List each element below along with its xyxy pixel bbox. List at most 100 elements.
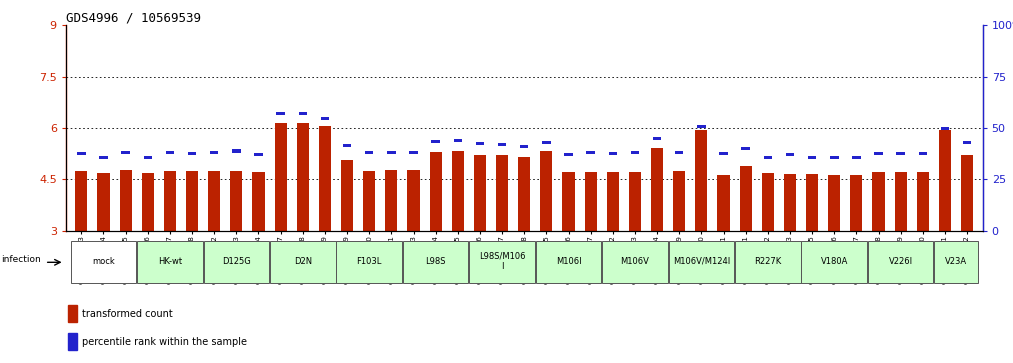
Text: M106V/M124I: M106V/M124I	[673, 257, 730, 266]
Bar	[341, 160, 354, 231]
Text: R227K: R227K	[755, 257, 781, 266]
Bar	[277, 112, 285, 115]
Bar	[275, 123, 287, 231]
Bar	[917, 172, 929, 231]
Bar	[629, 172, 641, 231]
Bar	[75, 171, 87, 231]
Bar	[562, 172, 574, 231]
Text: HK-wt: HK-wt	[158, 257, 182, 266]
Bar	[674, 171, 686, 231]
Bar	[897, 151, 905, 155]
Bar	[739, 166, 752, 231]
Bar	[321, 117, 329, 121]
FancyBboxPatch shape	[71, 241, 137, 283]
Bar	[122, 151, 130, 154]
FancyBboxPatch shape	[137, 241, 203, 283]
Bar	[962, 141, 971, 144]
Bar	[232, 150, 241, 152]
Bar	[717, 175, 729, 231]
Bar	[319, 126, 331, 231]
Text: percentile rank within the sample: percentile rank within the sample	[81, 337, 246, 347]
Text: transformed count: transformed count	[81, 309, 172, 319]
Bar	[299, 112, 307, 115]
Bar	[607, 172, 619, 231]
FancyBboxPatch shape	[469, 241, 535, 283]
Bar	[474, 155, 486, 231]
Text: mock: mock	[92, 257, 114, 266]
Bar	[297, 123, 309, 231]
Bar	[742, 147, 750, 150]
Bar	[874, 151, 882, 155]
Bar	[430, 152, 442, 231]
Bar	[97, 174, 109, 231]
Text: L98S: L98S	[425, 257, 446, 266]
Text: V23A: V23A	[945, 257, 967, 266]
FancyBboxPatch shape	[270, 241, 335, 283]
Bar	[69, 333, 78, 350]
Bar	[454, 139, 462, 142]
Bar	[496, 155, 509, 231]
Text: F103L: F103L	[357, 257, 382, 266]
Bar	[894, 172, 907, 231]
FancyBboxPatch shape	[403, 241, 468, 283]
Bar	[166, 151, 174, 154]
Bar	[363, 171, 375, 231]
Bar	[186, 171, 199, 231]
Text: D125G: D125G	[222, 257, 251, 266]
Bar	[764, 156, 772, 159]
FancyBboxPatch shape	[204, 241, 269, 283]
Bar	[497, 143, 506, 146]
Bar	[564, 153, 572, 156]
Bar	[939, 130, 951, 231]
FancyBboxPatch shape	[735, 241, 800, 283]
Bar	[540, 151, 552, 231]
Bar	[164, 171, 176, 231]
Bar	[120, 170, 132, 231]
Bar	[365, 151, 374, 154]
Text: V226I: V226I	[888, 257, 913, 266]
Text: GDS4996 / 10569539: GDS4996 / 10569539	[66, 11, 201, 24]
Bar	[786, 153, 794, 156]
Bar	[829, 175, 841, 231]
Bar	[407, 170, 419, 231]
Bar	[585, 172, 597, 231]
Bar	[961, 155, 973, 231]
Bar	[252, 172, 264, 231]
Bar	[850, 175, 862, 231]
Bar	[697, 125, 706, 128]
Bar	[609, 152, 617, 155]
Bar	[520, 145, 529, 148]
Text: M106I: M106I	[556, 257, 581, 266]
Bar	[675, 151, 684, 154]
Bar	[409, 151, 417, 154]
FancyBboxPatch shape	[669, 241, 734, 283]
Text: infection: infection	[1, 254, 42, 264]
Bar	[542, 141, 551, 144]
Bar	[762, 173, 774, 231]
Bar	[476, 142, 484, 145]
Bar	[144, 156, 152, 159]
FancyBboxPatch shape	[934, 241, 978, 283]
Bar	[784, 174, 796, 231]
Bar	[719, 151, 727, 155]
Bar	[385, 170, 397, 231]
Bar	[919, 151, 927, 155]
Bar	[187, 151, 197, 155]
Bar	[941, 127, 949, 130]
Bar	[806, 174, 819, 231]
Bar	[587, 151, 595, 154]
FancyBboxPatch shape	[602, 241, 668, 283]
Bar	[872, 172, 884, 231]
Bar	[651, 148, 664, 231]
Bar	[807, 156, 816, 159]
Bar	[830, 156, 839, 159]
Bar	[69, 305, 78, 322]
FancyBboxPatch shape	[868, 241, 933, 283]
Bar	[518, 157, 531, 231]
Bar	[432, 140, 440, 143]
Bar	[342, 144, 352, 147]
Bar	[208, 171, 220, 231]
FancyBboxPatch shape	[536, 241, 602, 283]
Bar	[631, 151, 639, 154]
Bar	[652, 137, 661, 140]
